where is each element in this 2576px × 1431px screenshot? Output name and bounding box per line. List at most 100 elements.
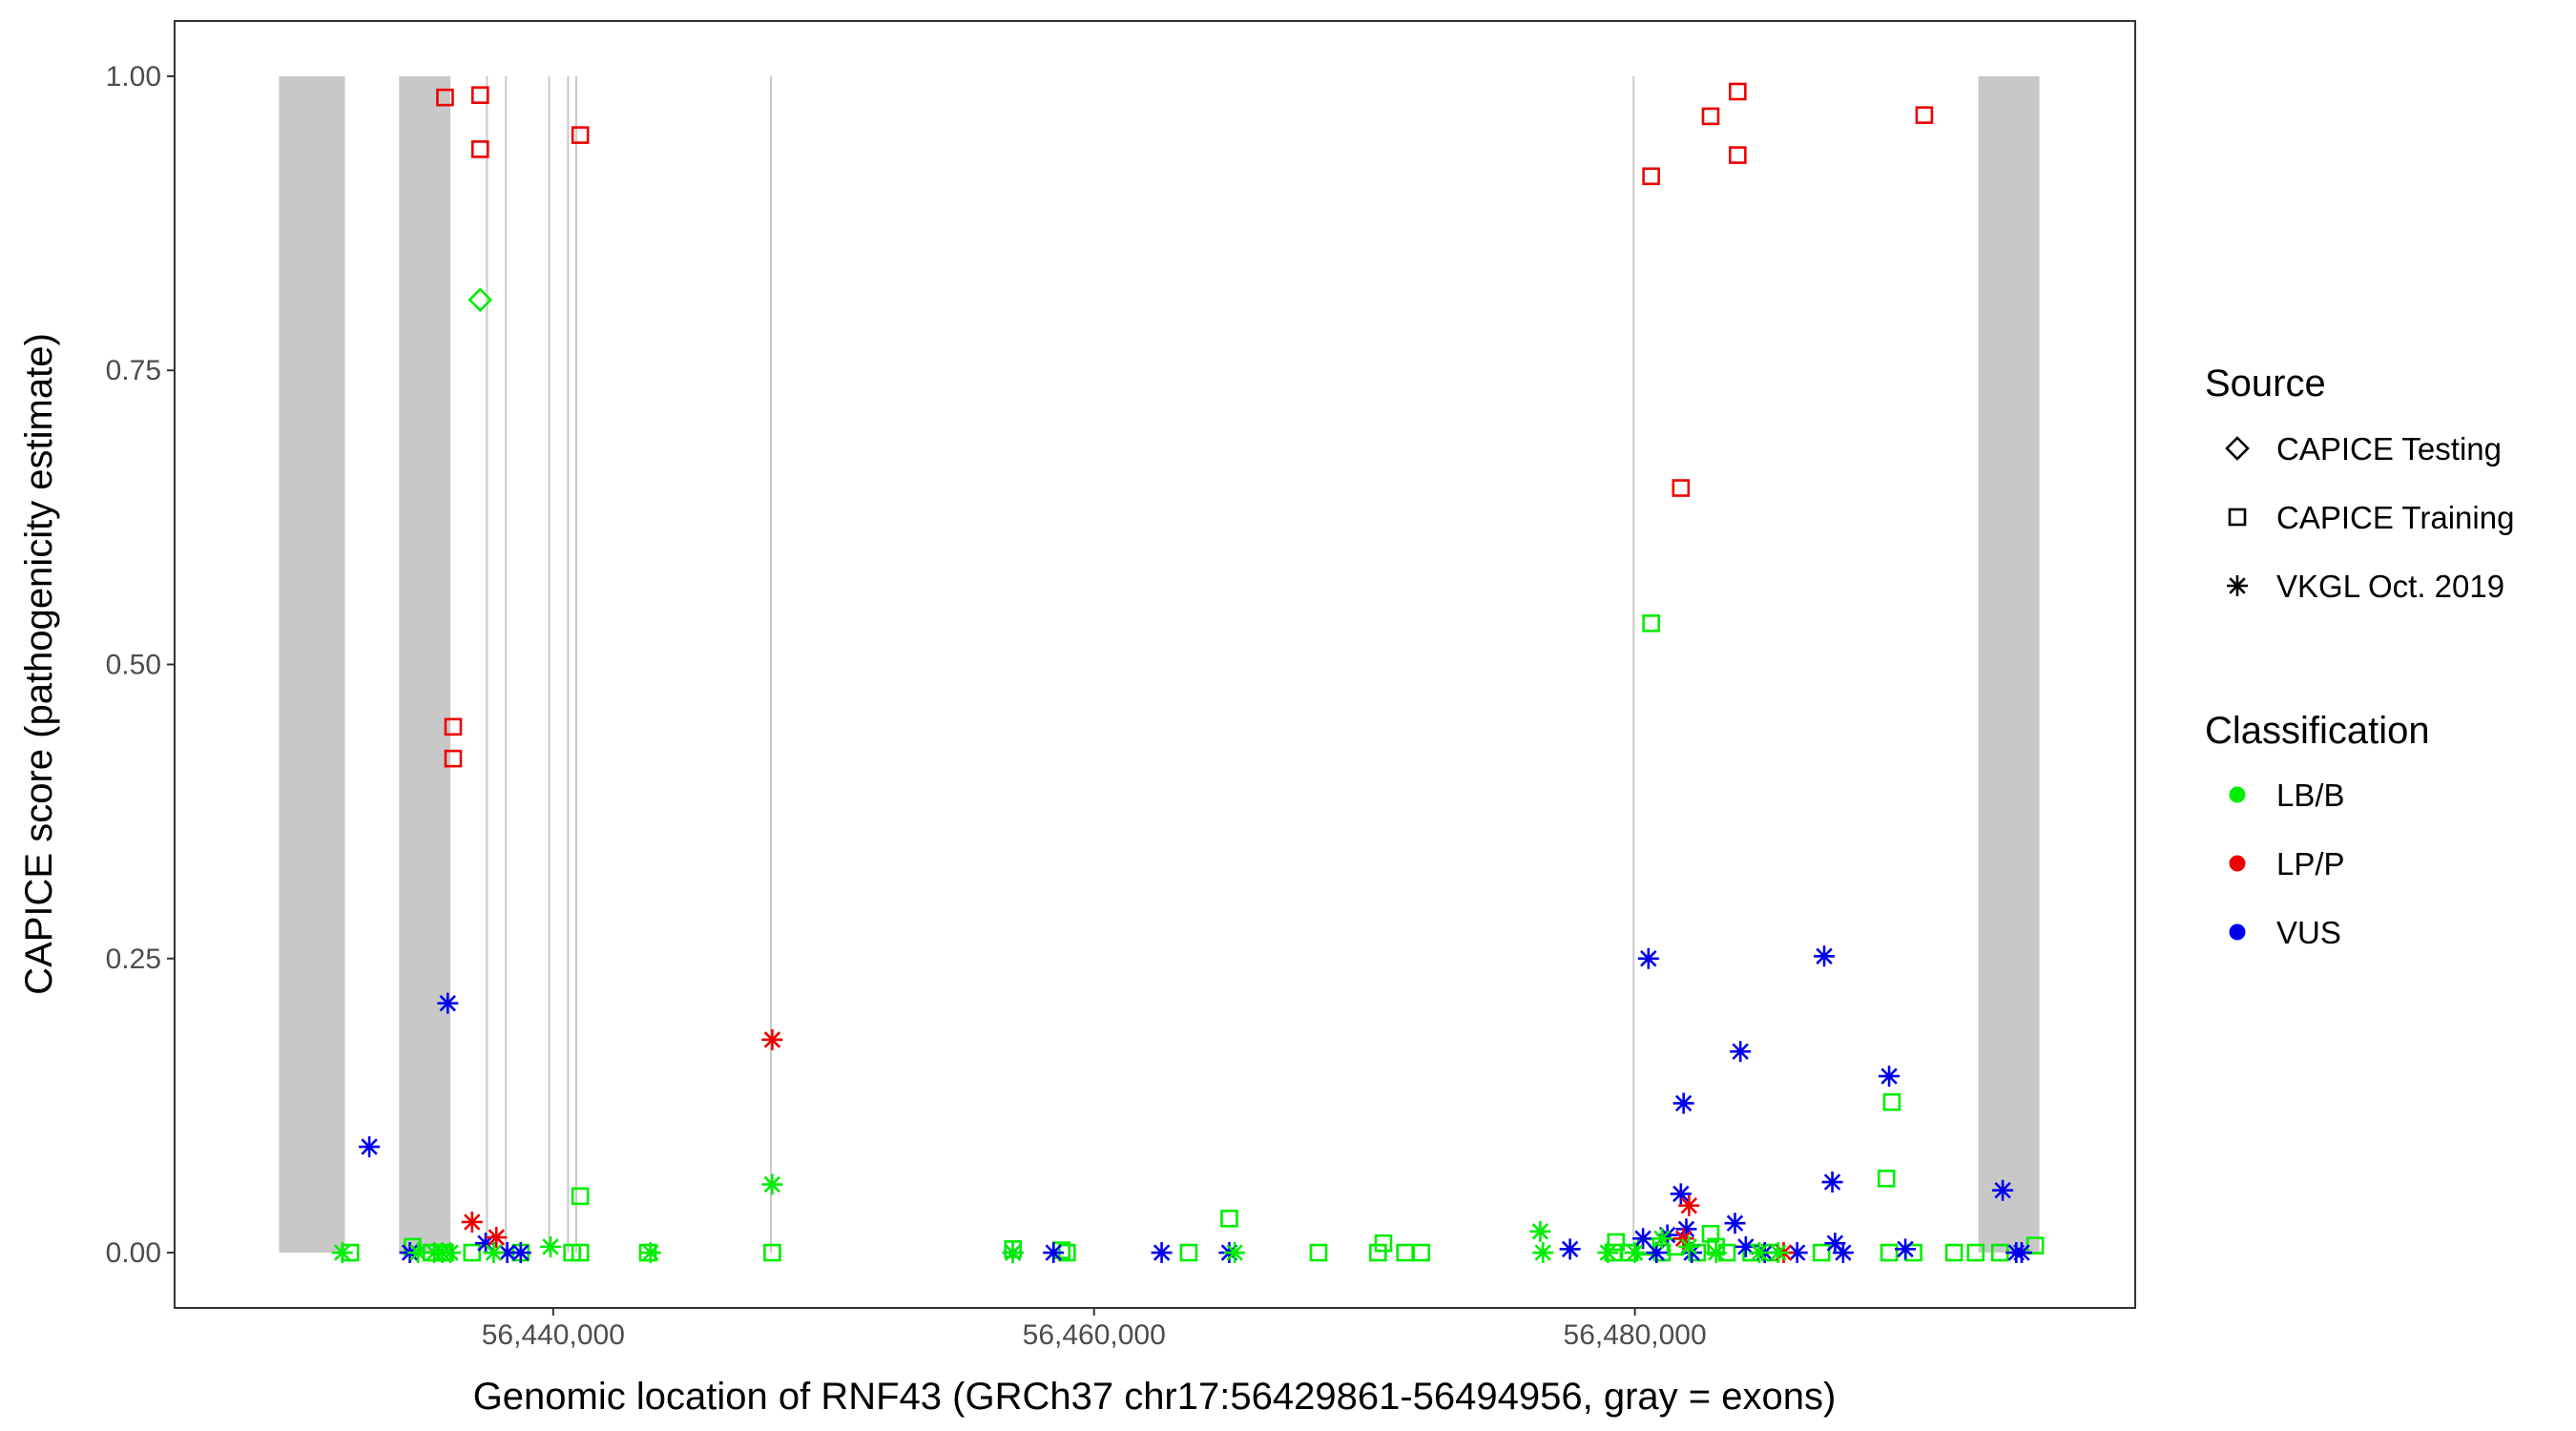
legend-source-title: Source xyxy=(2205,363,2326,404)
data-point xyxy=(437,992,459,1014)
legend-class-key xyxy=(2229,855,2246,872)
legend-classification-items: LB/B LP/P VUS xyxy=(2229,778,2345,950)
data-point xyxy=(1672,479,1691,497)
y-tick-label: 1.00 xyxy=(106,61,161,93)
y-tick-label: 0.50 xyxy=(106,650,161,681)
data-point xyxy=(1220,1209,1238,1228)
data-point xyxy=(1705,1242,1727,1264)
data-point xyxy=(1672,1092,1694,1114)
data-point xyxy=(1642,167,1660,186)
data-point xyxy=(761,1173,783,1195)
data-point xyxy=(1992,1179,2014,1201)
data-point xyxy=(639,1242,661,1264)
legend-source-key xyxy=(2225,436,2250,461)
data-point xyxy=(539,1235,561,1257)
legend: Source CAPICE Testing CAPICE Training VKGL… xyxy=(2205,363,2514,950)
data-point xyxy=(436,88,454,107)
data-point xyxy=(474,1233,496,1255)
data-point xyxy=(571,126,590,144)
legend-class-label: VUS xyxy=(2276,915,2341,950)
data-point xyxy=(571,1187,590,1206)
data-point xyxy=(463,1243,482,1262)
data-point xyxy=(467,287,493,313)
data-point xyxy=(444,749,463,768)
data-point xyxy=(1814,945,1836,967)
legend-source-label: VKGL Oct. 2019 xyxy=(2276,569,2504,604)
data-point xyxy=(461,1211,483,1233)
axes: 0.00 0.25 0.50 0.75 1.00 56,440,000 56,460,000… xyxy=(106,61,1707,1351)
data-point xyxy=(1597,1242,1619,1264)
x-tick-label: 56,460,000 xyxy=(1023,1319,1166,1351)
data-point xyxy=(1880,1243,1899,1262)
y-tick-label: 0.75 xyxy=(106,355,161,386)
data-point xyxy=(1701,107,1720,126)
data-point xyxy=(1812,1243,1831,1262)
data-point xyxy=(1646,1242,1668,1264)
data-point xyxy=(761,1028,783,1050)
data-point xyxy=(1729,82,1747,101)
data-point xyxy=(1729,146,1747,164)
data-point xyxy=(1642,614,1660,633)
data-point xyxy=(1151,1242,1173,1264)
data-point xyxy=(407,1242,429,1264)
data-point xyxy=(1678,1235,1700,1257)
data-point xyxy=(1179,1243,1198,1262)
data-point xyxy=(1374,1234,1393,1253)
data-point xyxy=(1749,1242,1771,1264)
legend-source-key xyxy=(2227,575,2248,596)
exon-band xyxy=(1978,75,2040,1254)
data-point xyxy=(1624,1242,1646,1264)
data-point xyxy=(470,140,489,158)
legend-source-label: CAPICE Training xyxy=(2276,500,2514,535)
y-axis-title: CAPICE score (pathogenicity estimate) xyxy=(18,333,60,995)
legend-source-items: CAPICE Testing CAPICE Training VKGL Oct. 2… xyxy=(2225,431,2514,604)
data-point xyxy=(486,1227,508,1249)
data-point xyxy=(509,1242,531,1264)
data-point xyxy=(1678,1194,1700,1216)
data-point xyxy=(1224,1242,1246,1264)
data-point xyxy=(1369,1243,1387,1262)
legend-class-key xyxy=(2229,786,2246,803)
x-axis-title: Genomic location of RNF43 (GRCh37 chr17:… xyxy=(473,1376,1837,1418)
data-point xyxy=(470,86,489,104)
data-point xyxy=(359,1136,381,1158)
data-point xyxy=(483,1242,505,1264)
data-points xyxy=(331,82,2045,1264)
data-point xyxy=(444,717,463,736)
legend-class-key xyxy=(2229,923,2246,941)
data-point xyxy=(1532,1242,1554,1264)
data-point xyxy=(1879,1066,1901,1088)
data-point xyxy=(2010,1242,2032,1264)
data-point xyxy=(496,1242,518,1264)
exon-band xyxy=(279,75,345,1254)
data-point xyxy=(1895,1238,1917,1260)
y-tick-label: 0.25 xyxy=(106,944,161,975)
data-point xyxy=(1529,1220,1551,1242)
data-point xyxy=(440,1242,462,1264)
legend-class-label: LB/B xyxy=(2276,778,2345,813)
data-point xyxy=(1637,947,1659,969)
y-tick-label: 0.00 xyxy=(106,1237,161,1269)
exon-bands xyxy=(279,75,2040,1254)
legend-classification-title: Classification xyxy=(2205,710,2430,752)
data-point xyxy=(1607,1233,1626,1252)
data-point xyxy=(1672,1228,1694,1250)
data-point xyxy=(1944,1243,1963,1262)
data-point xyxy=(1681,1242,1703,1264)
data-point xyxy=(1656,1224,1678,1246)
data-point xyxy=(1043,1242,1065,1264)
data-point xyxy=(1824,1233,1846,1255)
data-point xyxy=(1651,1228,1672,1250)
x-tick-label: 56,480,000 xyxy=(1564,1319,1707,1351)
data-point xyxy=(1767,1242,1789,1264)
data-point xyxy=(1002,1242,1024,1264)
data-point xyxy=(1882,1092,1901,1111)
data-point xyxy=(1632,1228,1654,1250)
legend-source-label: CAPICE Testing xyxy=(2276,431,2502,467)
data-point xyxy=(763,1243,781,1262)
data-point xyxy=(1724,1213,1746,1234)
data-point xyxy=(1877,1170,1896,1188)
data-point xyxy=(1309,1243,1328,1262)
